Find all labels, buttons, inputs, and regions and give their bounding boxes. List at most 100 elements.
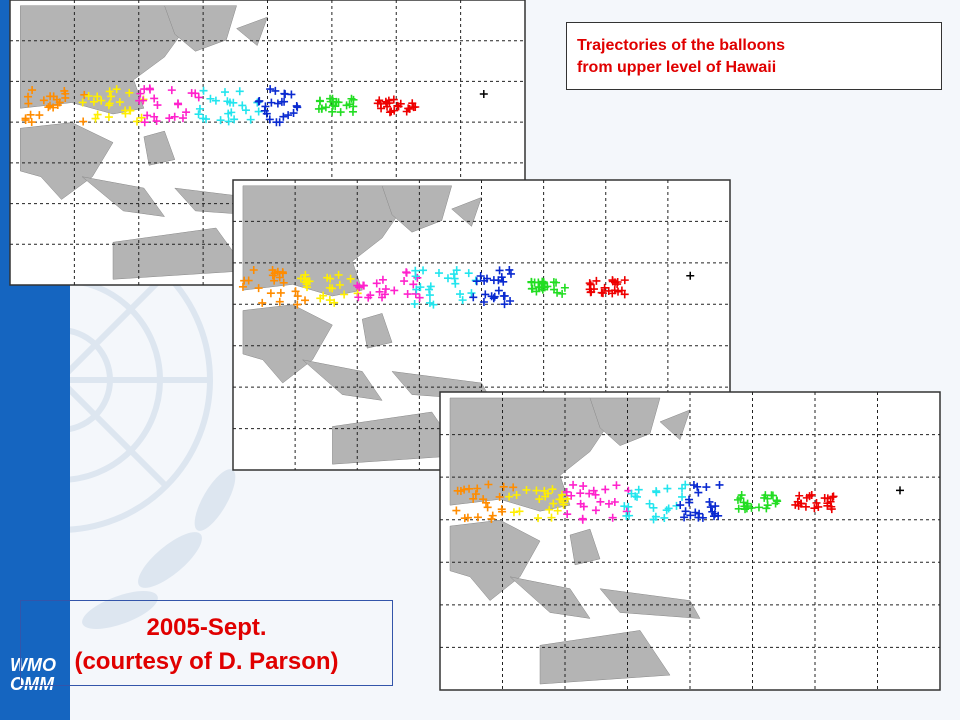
balloon-marker [567, 491, 576, 500]
title-box: Trajectories of the balloons from upper l… [566, 22, 942, 90]
balloon-marker [268, 266, 277, 275]
balloon-marker [238, 282, 247, 291]
balloon-marker [645, 499, 654, 508]
balloon-marker [182, 108, 191, 117]
balloon-marker [230, 115, 239, 124]
balloon-marker [381, 285, 390, 294]
balloon-marker [532, 486, 541, 495]
balloon-marker [419, 266, 428, 275]
balloon-marker [548, 485, 557, 494]
balloon-marker [558, 490, 567, 499]
land [301, 359, 383, 401]
balloon-marker [505, 265, 514, 274]
balloon-marker [216, 116, 225, 125]
balloon-marker [706, 503, 715, 512]
balloon-marker [476, 272, 485, 281]
balloon-marker [174, 100, 183, 109]
balloon-marker [686, 271, 695, 280]
balloon-marker [608, 289, 617, 298]
balloon-marker [685, 498, 694, 507]
balloon-marker [576, 499, 585, 508]
balloon-marker [385, 108, 394, 117]
balloon-marker [167, 86, 176, 95]
balloon-marker [335, 280, 344, 289]
balloon-marker [301, 270, 310, 279]
balloon-marker [293, 292, 302, 301]
balloon-marker [24, 99, 33, 108]
balloon-marker [733, 495, 742, 504]
balloon-marker [267, 98, 276, 107]
balloon-marker [585, 279, 594, 288]
balloon-marker [27, 118, 36, 127]
balloon-marker [711, 502, 720, 511]
balloon-marker [532, 287, 541, 296]
balloon-marker [472, 277, 481, 286]
balloon-marker [409, 280, 418, 289]
balloon-marker [53, 101, 62, 110]
balloon-marker [686, 511, 695, 520]
balloon-marker [78, 98, 87, 107]
balloon-marker [262, 109, 271, 118]
balloon-marker [549, 278, 558, 287]
balloon-marker [317, 104, 326, 113]
balloon-marker [303, 283, 312, 292]
balloon-marker [354, 293, 363, 302]
balloon-marker [469, 494, 478, 503]
balloon-marker [315, 97, 324, 106]
balloon-marker [495, 492, 504, 501]
balloon-marker [549, 499, 558, 508]
balloon-marker [326, 97, 335, 106]
caption-line: (courtesy of D. Parson) [74, 648, 339, 675]
balloon-marker [579, 482, 588, 491]
balloon-marker [662, 506, 671, 515]
balloon-marker [802, 493, 811, 502]
balloon-marker [97, 96, 106, 105]
balloon-marker [578, 515, 587, 524]
balloon-marker [527, 277, 536, 286]
land [569, 528, 601, 566]
balloon-marker [612, 481, 621, 490]
balloon-marker [763, 494, 772, 503]
caption-box: 2005-Sept. (courtesy of D. Parson) [20, 600, 393, 686]
balloon-marker [480, 276, 489, 285]
balloon-marker [402, 107, 411, 116]
balloon-marker [415, 293, 424, 302]
balloon-marker [143, 111, 152, 120]
land [143, 130, 176, 166]
balloon-marker [266, 289, 275, 298]
balloon-marker [79, 117, 88, 126]
title-line: from upper level of Hawaii [577, 59, 777, 76]
balloon-marker [153, 101, 162, 110]
balloon-marker [754, 503, 763, 512]
land [599, 588, 701, 619]
balloon-marker [139, 96, 148, 105]
balloon-marker [509, 483, 518, 492]
balloon-marker [238, 101, 247, 110]
balloon-marker [484, 480, 493, 489]
land [20, 122, 114, 200]
balloon-marker [104, 113, 113, 122]
balloon-marker [553, 288, 562, 297]
balloon-marker [471, 490, 480, 499]
balloon-marker [464, 269, 473, 278]
land [659, 409, 691, 441]
balloon-marker [795, 491, 804, 500]
balloon-marker [105, 87, 114, 96]
balloon-marker [410, 299, 419, 308]
balloon-marker [434, 269, 443, 278]
balloon-marker [497, 505, 506, 514]
land [242, 304, 333, 384]
balloon-marker [680, 513, 689, 522]
balloon-marker [495, 266, 504, 275]
balloon-marker [334, 270, 343, 279]
balloon-marker [589, 285, 598, 294]
balloon-marker [359, 281, 368, 290]
land [361, 313, 393, 349]
balloon-marker [479, 298, 488, 307]
balloon-marker [378, 293, 387, 302]
balloon-marker [585, 489, 594, 498]
balloon-marker [814, 502, 823, 511]
balloon-marker [249, 266, 258, 275]
balloon-marker [634, 485, 643, 494]
balloon-marker [291, 287, 300, 296]
